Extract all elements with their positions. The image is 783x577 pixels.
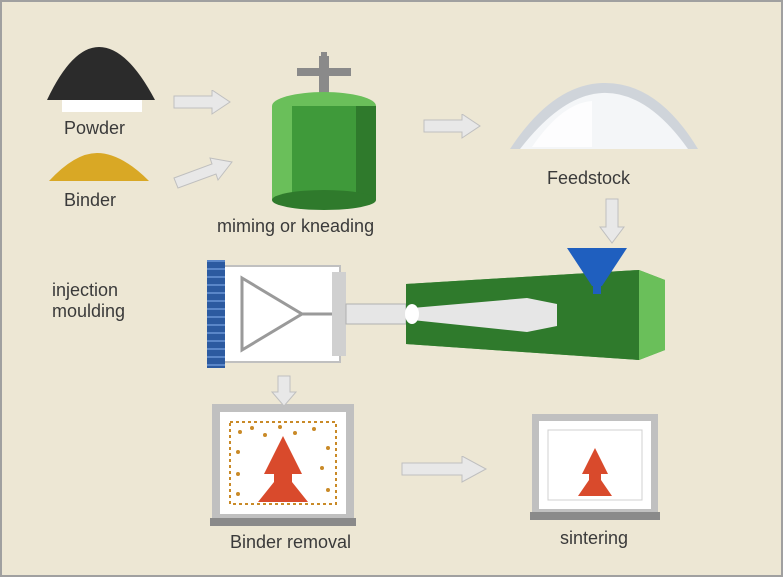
diagram-canvas: Powder Binder miming or kneading Feedsto… [0, 0, 783, 577]
injection-node [207, 248, 677, 383]
binder-removal-label: Binder removal [230, 532, 351, 553]
feedstock-label: Feedstock [547, 168, 630, 189]
arrow-injection-binderremoval [270, 374, 298, 409]
binder-pile [49, 153, 149, 181]
sintering-label: sintering [560, 528, 628, 549]
powder-node [37, 42, 162, 117]
mixer-node [257, 52, 397, 212]
powder-base [62, 100, 142, 112]
sintering-node [530, 412, 665, 527]
arrow-binder-mixer [172, 152, 242, 192]
mixer-label: miming or kneading [217, 216, 374, 237]
arrow-powder-mixer [172, 90, 234, 118]
binder-removal-node [210, 402, 360, 530]
powder-pile [47, 47, 155, 100]
arrow-mixer-feedstock [422, 114, 484, 142]
injection-label: injection moulding [52, 280, 125, 322]
powder-label: Powder [64, 118, 125, 139]
binder-node [37, 147, 162, 192]
feedstock-node [492, 67, 712, 167]
arrow-binderremoval-sintering [400, 456, 490, 484]
arrow-feedstock-injection [598, 197, 626, 247]
binder-label: Binder [64, 190, 116, 211]
